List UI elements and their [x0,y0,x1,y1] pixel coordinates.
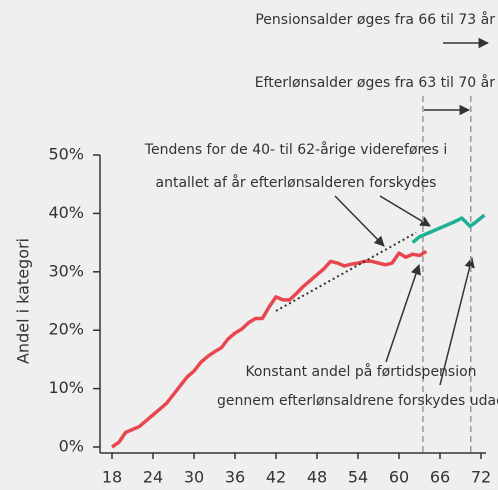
y-tick-label: 40% [48,203,84,222]
x-tick-label: 42 [266,468,286,487]
annotation: Pensionsalder øges fra 66 til 73 år [255,11,495,28]
annotation: gennem efterlønsaldrene forskydes udad [217,393,498,409]
annotation: Tendens for de 40- til 62-årige viderefø… [144,141,447,158]
y-tick-label: 20% [48,320,84,339]
x-tick-label: 18 [102,468,122,487]
x-tick-label: 60 [389,468,409,487]
y-tick-label: 10% [48,378,84,397]
arrow [379,195,431,227]
x-tick-label: 66 [430,468,450,487]
series-line [411,213,486,244]
x-tick-label: 48 [307,468,327,487]
series-line [275,231,417,312]
y-tick-label: 50% [48,145,84,164]
y-axis-label: Andel i kategori [14,238,33,364]
series-line [111,249,428,449]
x-tick-label: 24 [143,468,163,487]
y-tick-label: 30% [48,261,84,280]
x-tick-label: 72 [471,468,491,487]
x-tick-label: 54 [348,468,368,487]
arrow [385,264,421,363]
annotation: Konstant andel på førtidspension [245,363,476,380]
annotation: antallet af år efterlønsalderen forskyde… [156,174,437,191]
y-tick-label: 0% [59,437,84,456]
annotation: Efterlønsalder øges fra 63 til 70 år [255,74,496,91]
arrow [439,256,475,386]
x-tick-label: 36 [225,468,245,487]
x-tick-label: 30 [184,468,204,487]
arrow [334,195,385,247]
